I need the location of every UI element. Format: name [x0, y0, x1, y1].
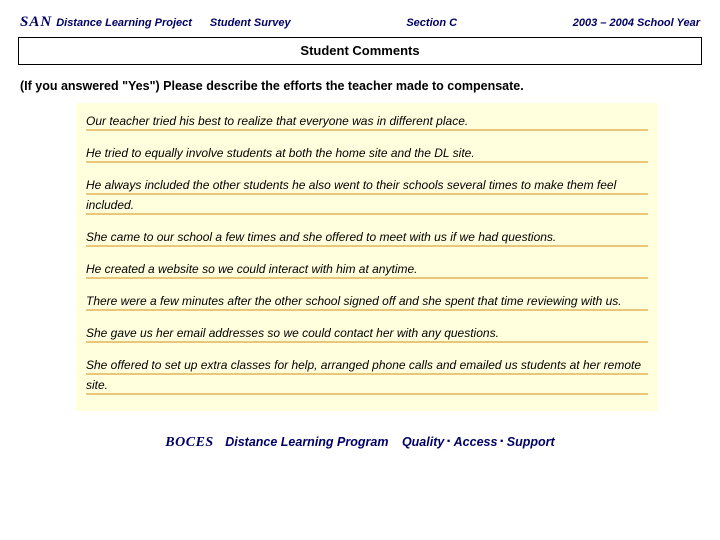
- title-box: Student Comments: [18, 37, 702, 65]
- student-comment: He always included the other students he…: [86, 175, 648, 215]
- student-comment: She offered to set up extra classes for …: [86, 355, 648, 395]
- header-year: 2003 – 2004 School Year: [573, 17, 700, 29]
- header-san: SAN: [20, 14, 52, 31]
- footer-tag-access: Access: [454, 435, 498, 449]
- footer-program: Distance Learning Program: [225, 435, 388, 449]
- separator-dot: ·: [499, 433, 504, 450]
- student-comment: There were a few minutes after the other…: [86, 291, 648, 311]
- footer-tag-support: Support: [507, 435, 555, 449]
- page-footer: BOCES Distance Learning Program Quality·…: [18, 433, 702, 451]
- footer-tag-quality: Quality: [402, 435, 444, 449]
- header-survey: Student Survey: [210, 17, 291, 29]
- student-comment: She came to our school a few times and s…: [86, 227, 648, 247]
- prompt-text: (If you answered "Yes") Please describe …: [18, 79, 702, 93]
- footer-boces: BOCES: [165, 435, 213, 450]
- student-comment: She gave us her email addresses so we co…: [86, 323, 648, 343]
- student-comment: He created a website so we could interac…: [86, 259, 648, 279]
- header-project: Distance Learning Project: [56, 17, 192, 29]
- student-comment: He tried to equally involve students at …: [86, 143, 648, 163]
- page-header: SAN Distance Learning Project Student Su…: [18, 10, 702, 35]
- page: SAN Distance Learning Project Student Su…: [0, 0, 720, 451]
- separator-dot: ·: [446, 433, 451, 450]
- header-section: Section C: [406, 17, 457, 29]
- student-comment: Our teacher tried his best to realize th…: [86, 111, 648, 131]
- comments-panel: Our teacher tried his best to realize th…: [76, 103, 658, 411]
